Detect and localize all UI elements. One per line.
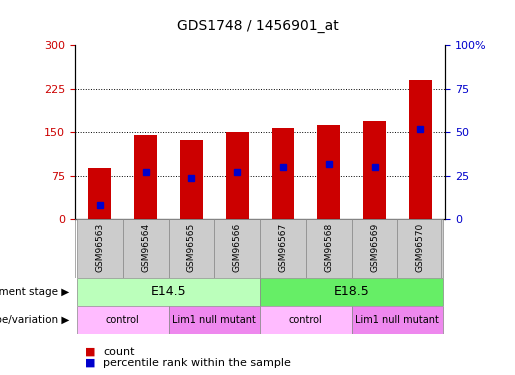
Text: Lim1 null mutant: Lim1 null mutant: [355, 315, 439, 325]
Bar: [226, 132, 249, 219]
Text: ■: ■: [85, 358, 95, 368]
Bar: [180, 140, 203, 219]
Bar: [260, 306, 352, 334]
Text: GSM96570: GSM96570: [416, 223, 425, 272]
Text: E14.5: E14.5: [151, 285, 186, 298]
Bar: [306, 219, 352, 278]
Text: Lim1 null mutant: Lim1 null mutant: [173, 315, 256, 325]
Bar: [260, 219, 306, 278]
Bar: [134, 135, 157, 219]
Text: GSM96568: GSM96568: [324, 223, 333, 272]
Bar: [398, 219, 443, 278]
Bar: [317, 124, 340, 219]
Text: GSM96567: GSM96567: [279, 223, 287, 272]
Text: E18.5: E18.5: [334, 285, 369, 298]
Text: count: count: [103, 347, 134, 357]
Bar: [363, 121, 386, 219]
Bar: [89, 168, 111, 219]
Bar: [168, 219, 214, 278]
Bar: [168, 306, 260, 334]
Text: GSM96565: GSM96565: [187, 223, 196, 272]
Text: GDS1748 / 1456901_at: GDS1748 / 1456901_at: [177, 19, 338, 33]
Bar: [352, 219, 398, 278]
Bar: [77, 278, 260, 306]
Text: GSM96566: GSM96566: [233, 223, 242, 272]
Text: GSM96563: GSM96563: [95, 223, 105, 272]
Text: control: control: [289, 315, 323, 325]
Bar: [77, 306, 168, 334]
Text: genotype/variation ▶: genotype/variation ▶: [0, 315, 70, 325]
Bar: [271, 128, 295, 219]
Text: GSM96569: GSM96569: [370, 223, 379, 272]
Text: percentile rank within the sample: percentile rank within the sample: [103, 358, 291, 368]
Bar: [260, 278, 443, 306]
Bar: [214, 219, 260, 278]
Text: ■: ■: [85, 347, 95, 357]
Bar: [77, 219, 123, 278]
Bar: [352, 306, 443, 334]
Text: GSM96564: GSM96564: [141, 223, 150, 272]
Bar: [123, 219, 168, 278]
Text: development stage ▶: development stage ▶: [0, 286, 70, 297]
Text: control: control: [106, 315, 140, 325]
Bar: [409, 80, 432, 219]
